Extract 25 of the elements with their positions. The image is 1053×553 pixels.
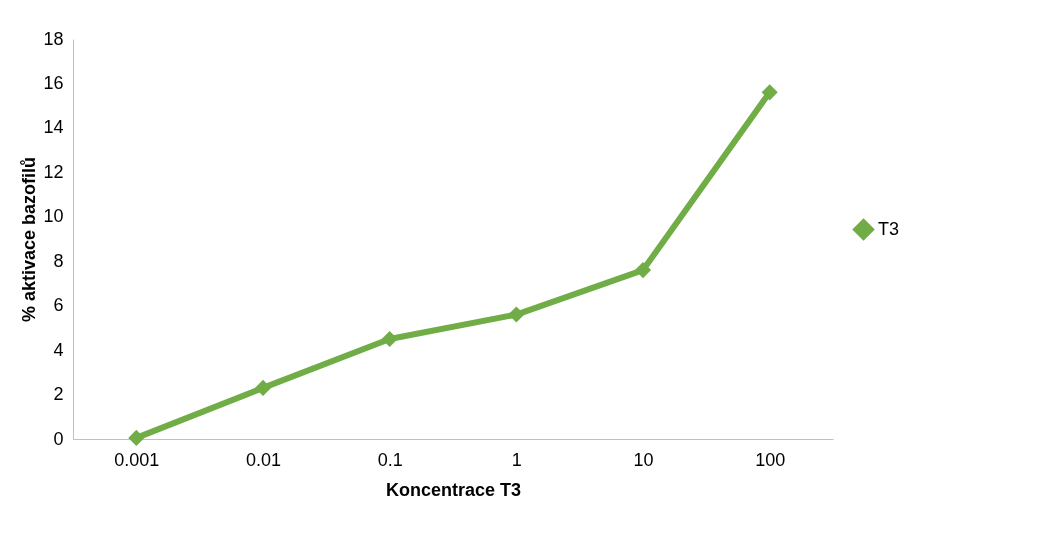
point [761, 84, 778, 101]
y-tick-label: 8 [53, 250, 64, 271]
y-axis-title: % aktivace bazofilů [19, 156, 40, 323]
x-tick-label: 0.01 [245, 449, 282, 470]
x-axis-title: Koncentrace T3 [385, 479, 522, 500]
y-tick-label: 4 [53, 339, 64, 360]
legend-label: T3 [878, 218, 900, 239]
x-tick-label: 1 [511, 449, 522, 470]
y-tick-label: 0 [53, 428, 64, 449]
point [381, 330, 398, 348]
x-tick-label: 0.1 [377, 449, 403, 470]
y-tick-label: 18 [43, 28, 64, 49]
y-tick-label: 10 [43, 206, 64, 227]
y-tick-label: 16 [43, 72, 64, 93]
point [508, 306, 525, 323]
x-tick-label: 100 [755, 449, 786, 470]
x-tick-label: 10 [633, 449, 654, 470]
y-tick-label: 14 [43, 117, 64, 138]
point [634, 262, 652, 279]
y-tick-label: 12 [43, 161, 64, 182]
y-tick-label: 6 [53, 295, 64, 316]
y-tick-label: 2 [53, 384, 64, 405]
x-tick-label: 0.001 [114, 449, 160, 470]
point [254, 379, 272, 396]
point [128, 429, 145, 446]
